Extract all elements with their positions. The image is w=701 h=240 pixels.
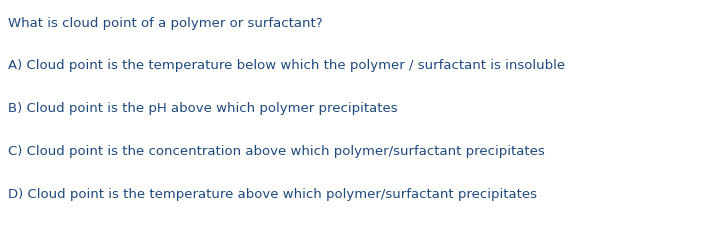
Text: C) Cloud point is the concentration above which polymer/surfactant precipitates: C) Cloud point is the concentration abov… (8, 145, 545, 158)
Text: B) Cloud point is the pH above which polymer precipitates: B) Cloud point is the pH above which pol… (8, 102, 398, 115)
Text: A) Cloud point is the temperature below which the polymer / surfactant is insolu: A) Cloud point is the temperature below … (8, 59, 566, 72)
Text: D) Cloud point is the temperature above which polymer/surfactant precipitates: D) Cloud point is the temperature above … (8, 188, 538, 201)
Text: What is cloud point of a polymer or surfactant?: What is cloud point of a polymer or surf… (8, 17, 323, 30)
